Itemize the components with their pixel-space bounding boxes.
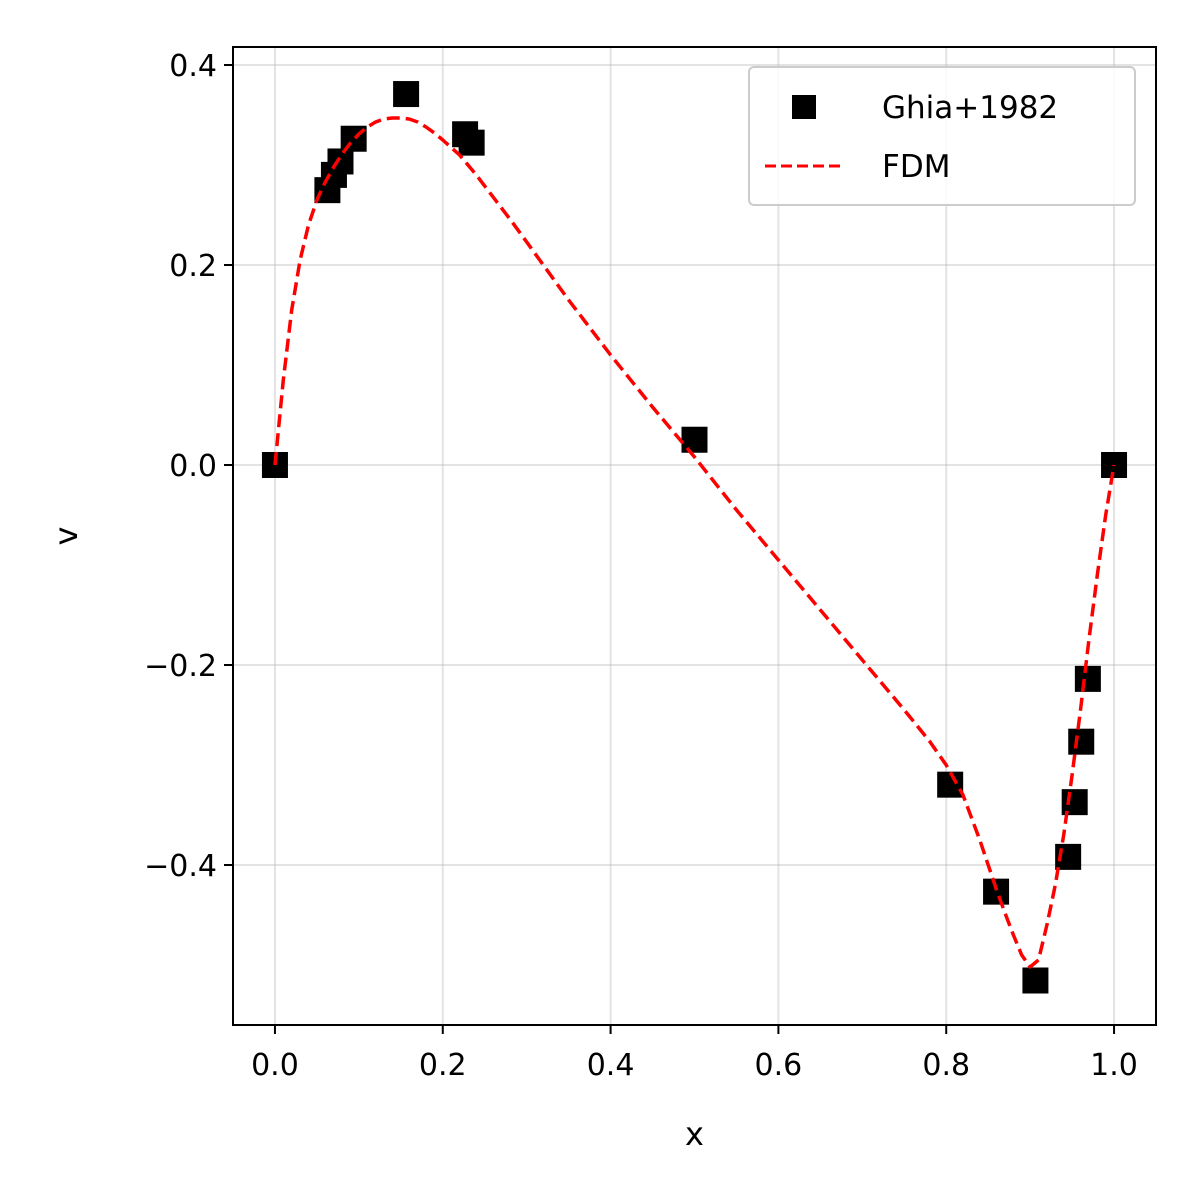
x-tick-label: 0.4 <box>587 1048 635 1083</box>
ghia-point <box>458 129 485 156</box>
y-tick-label: −0.4 <box>144 849 217 884</box>
ghia-point <box>1068 728 1095 755</box>
legend: Ghia+1982 FDM <box>748 66 1136 206</box>
ghia-point <box>327 148 354 175</box>
ghia-point <box>937 771 964 798</box>
legend-label-fdm: FDM <box>882 149 950 185</box>
x-tick-label: 1.0 <box>1090 1048 1138 1083</box>
ghia-point <box>393 81 420 108</box>
x-tick-label: 0.0 <box>251 1048 299 1083</box>
x-tick-label: 0.2 <box>419 1048 467 1083</box>
x-tick-label: 0.8 <box>922 1048 970 1083</box>
y-tick-label: 0.0 <box>169 449 217 484</box>
grid <box>233 47 1156 1025</box>
y-tick-label: −0.2 <box>144 649 217 684</box>
legend-box <box>748 66 1136 206</box>
fdm-line <box>273 116 1116 969</box>
legend-label-ghia: Ghia+1982 <box>882 90 1058 126</box>
legend-marker-ghia <box>792 95 816 119</box>
plot-data <box>261 81 1128 994</box>
ghia-point <box>983 878 1010 905</box>
x-axis-label: x <box>685 1115 704 1153</box>
ghia-point <box>1022 967 1049 994</box>
axis-ticks: 0.0 0.2 0.4 0.6 0.8 1.0 0.4 0.2 0.0 −0.2 −0.4 <box>144 49 1138 1083</box>
x-tick-label: 0.6 <box>755 1048 803 1083</box>
axes-frame <box>232 46 1157 1026</box>
ghia-point <box>1074 665 1101 692</box>
y-tick-label: 0.4 <box>169 49 217 84</box>
ghia-point <box>681 426 708 453</box>
y-tick-label: 0.2 <box>169 249 217 284</box>
y-axis-label: v <box>47 527 85 546</box>
